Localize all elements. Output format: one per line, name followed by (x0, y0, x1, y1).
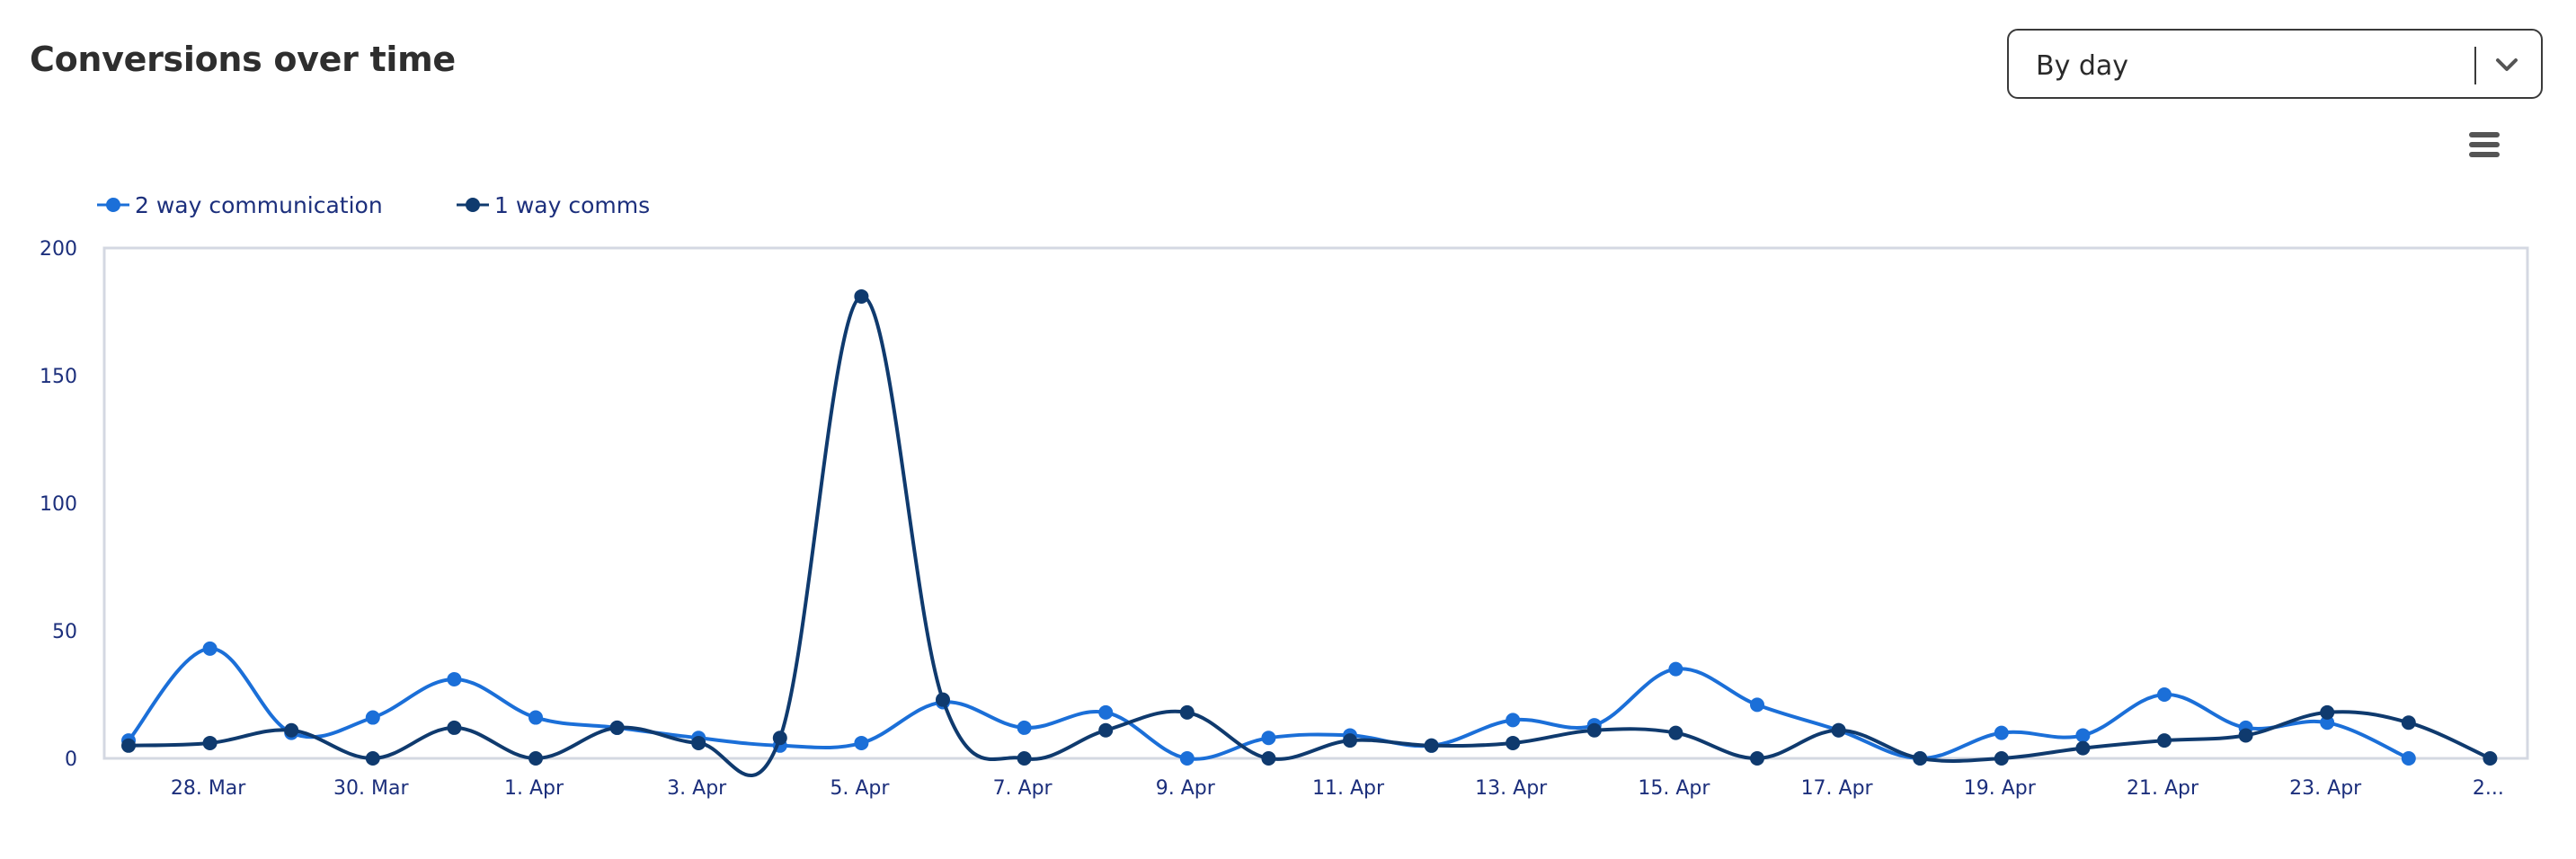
y-tick-label: 0 (65, 748, 77, 771)
data-point (1506, 735, 1521, 750)
x-tick-label: 3. Apr (667, 777, 727, 800)
data-point (447, 720, 462, 735)
x-tick-label: 30. Mar (333, 777, 409, 800)
data-point (772, 731, 787, 746)
legend-label: 1 way comms (494, 191, 651, 218)
x-tick-label: 23. Apr (2289, 777, 2362, 800)
data-point (1668, 661, 1683, 677)
data-point (2320, 715, 2335, 731)
data-point (1017, 720, 1032, 735)
data-point (1179, 704, 1195, 720)
hamburger-menu-icon (2465, 132, 2504, 157)
chevron-down-icon[interactable] (2491, 47, 2523, 83)
data-point (529, 710, 543, 725)
data-point (1179, 751, 1195, 766)
legend-label: 2 way communication (135, 191, 383, 218)
data-point (854, 288, 869, 304)
chart-title: Conversions over time (30, 40, 456, 79)
y-tick-label: 50 (52, 621, 77, 643)
data-point (936, 692, 950, 707)
data-point (2401, 715, 2416, 731)
data-point (1750, 697, 1764, 713)
data-point (854, 735, 869, 750)
plot-frame (102, 246, 2529, 760)
data-point (1017, 751, 1032, 766)
x-tick-label: 19. Apr (1964, 777, 2037, 800)
data-point (1261, 751, 1276, 766)
data-point (2320, 704, 2335, 720)
data-point (202, 735, 218, 750)
x-tick-label: 28. Mar (171, 777, 246, 800)
x-tick-label: 15. Apr (1638, 777, 1710, 800)
chart-menu-button[interactable] (2465, 132, 2504, 168)
data-point (2075, 740, 2091, 756)
x-tick-label: 21. Apr (2127, 777, 2199, 800)
data-point (1098, 704, 1114, 720)
data-point (365, 751, 380, 766)
legend-swatch-1-way (457, 198, 489, 212)
select-divider (2474, 47, 2476, 84)
data-point (1994, 725, 2009, 740)
x-tick-label: 13. Apr (1475, 777, 1548, 800)
data-point (202, 641, 218, 656)
legend-swatch-2-way (97, 198, 129, 212)
data-point (447, 671, 462, 686)
x-tick-label: 7. Apr (993, 777, 1053, 800)
data-point (1506, 713, 1521, 728)
data-point (1668, 725, 1683, 740)
data-point (2075, 728, 2091, 743)
data-point (1261, 731, 1276, 746)
data-point (1831, 722, 1846, 738)
data-point (2238, 728, 2253, 743)
x-tick-label: 17. Apr (1801, 777, 1874, 800)
legend-item-1-way-comms[interactable]: 1 way comms (457, 189, 650, 221)
data-point (2157, 733, 2172, 748)
data-point (1098, 722, 1114, 738)
y-tick-label: 100 (40, 493, 77, 516)
x-tick-label: 5. Apr (830, 777, 890, 800)
legend-item-2-way-communication[interactable]: 2 way communication (97, 189, 383, 221)
y-tick-label: 150 (40, 366, 77, 388)
x-tick-label: 2... (2473, 777, 2504, 800)
data-point (2157, 687, 2172, 702)
granularity-select[interactable]: By day (2007, 29, 2543, 99)
data-point (1424, 738, 1439, 753)
x-tick-label: 11. Apr (1312, 777, 1385, 800)
data-point (691, 735, 706, 750)
data-point (1750, 751, 1764, 766)
x-tick-label: 1. Apr (504, 777, 564, 800)
data-point (1586, 722, 1602, 738)
series-line-2-way-communication (127, 646, 2410, 761)
data-point (1343, 733, 1357, 748)
data-point (609, 720, 625, 735)
data-point (2401, 751, 2416, 766)
data-point (365, 710, 380, 725)
data-point (284, 722, 299, 738)
y-tick-label: 200 (40, 238, 77, 261)
data-point (121, 738, 136, 753)
data-point (2483, 751, 2498, 766)
data-point (529, 751, 543, 766)
x-tick-label: 9. Apr (1156, 777, 1216, 800)
data-point (1913, 751, 1928, 766)
data-point (1994, 751, 2009, 766)
granularity-select-value: By day (2036, 50, 2129, 82)
